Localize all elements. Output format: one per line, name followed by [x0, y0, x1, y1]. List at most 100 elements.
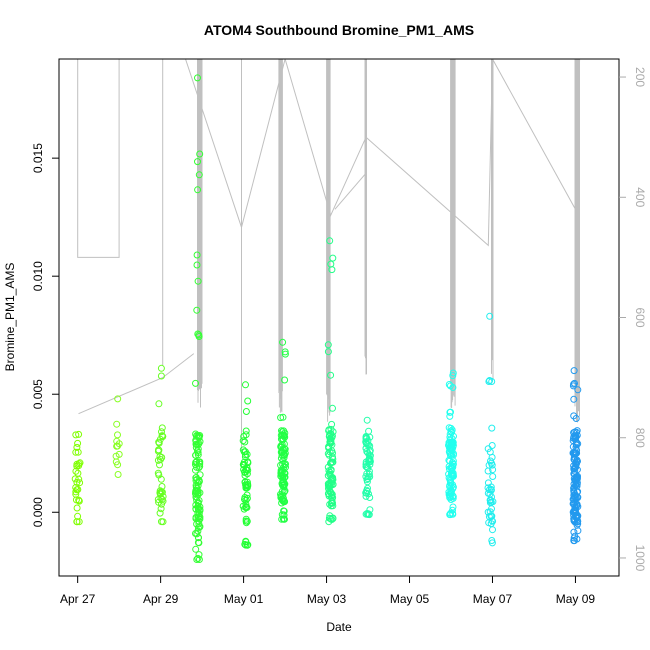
data-point — [194, 489, 202, 497]
data-point — [324, 341, 332, 349]
data-point — [325, 451, 333, 459]
data-point — [327, 438, 335, 446]
data-point — [280, 488, 288, 496]
data-point — [244, 480, 252, 488]
data-point — [114, 395, 122, 403]
data-point — [192, 459, 200, 466]
data-point — [114, 471, 122, 478]
data-point — [365, 454, 373, 462]
data-point — [194, 186, 202, 194]
track-segment — [334, 172, 367, 210]
data-point — [195, 476, 203, 484]
data-point — [362, 510, 370, 518]
data-point — [194, 158, 201, 166]
data-point — [156, 509, 164, 517]
grey-track-layer — [77, 58, 581, 450]
data-point — [72, 467, 80, 475]
data-point — [572, 513, 580, 521]
data-point — [326, 237, 334, 245]
data-point — [489, 498, 497, 506]
data-point — [572, 441, 580, 449]
data-point — [278, 515, 286, 523]
data-point — [241, 438, 249, 446]
data-point — [488, 493, 495, 501]
data-point — [324, 348, 332, 356]
data-point — [572, 415, 580, 422]
x-tick-label: Apr 29 — [143, 592, 179, 606]
data-point — [486, 377, 494, 384]
data-point — [281, 376, 289, 384]
data-point — [327, 473, 335, 480]
data-point — [329, 404, 336, 412]
data-point — [484, 484, 492, 492]
data-point — [329, 455, 337, 463]
data-point — [192, 493, 200, 501]
data-point — [570, 534, 578, 542]
data-point — [72, 484, 80, 491]
data-point — [194, 527, 202, 535]
data-point — [281, 348, 289, 356]
data-point — [242, 427, 250, 435]
data-point — [157, 475, 165, 483]
data-point — [158, 424, 166, 432]
y-axis-label: Bromine_PM1_AMS — [3, 263, 17, 372]
data-point — [194, 524, 202, 532]
data-point — [570, 470, 578, 478]
data-point — [449, 471, 456, 479]
data-point — [487, 459, 495, 467]
data-point — [487, 483, 495, 491]
data-point — [278, 511, 286, 519]
data-point — [571, 449, 579, 456]
data-point — [194, 74, 201, 82]
data-point — [279, 413, 287, 421]
data-point — [192, 430, 200, 438]
data-point — [329, 514, 337, 522]
data-point — [280, 483, 288, 491]
data-point — [364, 484, 371, 492]
data-point — [155, 446, 162, 454]
data-point — [446, 382, 454, 390]
data-point — [570, 528, 578, 536]
data-point — [240, 460, 248, 468]
data-point — [242, 519, 250, 527]
right-tick-label: 600 — [633, 307, 647, 327]
data-point — [71, 475, 79, 483]
data-point — [325, 490, 333, 498]
data-point — [282, 463, 289, 471]
data-point — [449, 369, 457, 377]
data-point — [569, 495, 577, 503]
data-point — [195, 513, 203, 521]
data-point — [195, 171, 203, 179]
data-point — [155, 439, 163, 447]
data-point — [328, 480, 335, 488]
data-point — [279, 338, 287, 346]
data-point — [570, 488, 578, 496]
x-tick-label: May 07 — [473, 592, 513, 606]
data-point — [328, 490, 336, 498]
data-point — [242, 381, 249, 389]
data-point — [244, 466, 252, 474]
data-point — [281, 350, 289, 358]
data-point — [74, 439, 82, 447]
track-segment — [77, 59, 120, 258]
data-point — [366, 473, 374, 481]
data-point — [193, 261, 201, 269]
data-point — [449, 503, 457, 511]
data-point — [280, 440, 288, 448]
data-point — [571, 379, 578, 387]
data-point — [447, 424, 455, 432]
data-point — [194, 505, 202, 513]
data-point — [157, 494, 165, 502]
data-point — [278, 471, 285, 479]
data-point — [571, 435, 579, 443]
data-point — [239, 502, 247, 510]
data-point — [447, 490, 455, 498]
data-point — [489, 526, 496, 534]
data-point — [326, 431, 333, 439]
data-point — [157, 505, 165, 513]
data-point — [570, 537, 578, 545]
data-point — [242, 537, 250, 545]
track-segment — [284, 58, 493, 247]
data-point — [239, 437, 247, 445]
data-point — [484, 445, 492, 453]
